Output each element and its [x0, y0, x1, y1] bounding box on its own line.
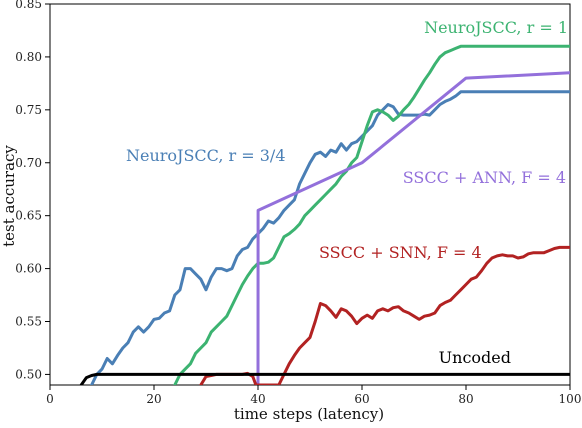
series-lines — [79, 44, 570, 385]
series-line-0 — [90, 90, 570, 385]
x-tick-label: 0 — [46, 392, 54, 406]
x-tick-label: 40 — [250, 392, 265, 406]
series-label-2: SSCC + ANN, F = 4 — [403, 168, 566, 187]
y-tick-label: 0.85 — [15, 0, 42, 11]
x-tick-label: 60 — [354, 392, 369, 406]
series-line-3 — [199, 245, 570, 385]
x-axis-label: time steps (latency) — [234, 405, 384, 423]
series-label-1: NeuroJSCC, r = 1 — [424, 18, 568, 37]
y-tick-label: 0.55 — [15, 315, 42, 329]
series-line-1 — [173, 44, 570, 385]
y-tick-label: 0.65 — [15, 209, 42, 223]
series-label-4: Uncoded — [439, 348, 511, 367]
x-tick-label: 20 — [146, 392, 161, 406]
plot-frame — [49, 3, 571, 386]
series-label-0: NeuroJSCC, r = 3/4 — [126, 146, 286, 165]
y-tick-label: 0.75 — [15, 103, 42, 117]
series-labels: NeuroJSCC, r = 3/4 NeuroJSCC, r = 1 SSCC +… — [126, 18, 568, 367]
x-tick-label: 100 — [559, 392, 582, 406]
series-line-2 — [256, 71, 570, 385]
x-tick-label: 80 — [458, 392, 473, 406]
y-axis-label: test accuracy — [0, 145, 18, 247]
y-tick-label: 0.60 — [15, 262, 42, 276]
series-line-4 — [79, 372, 570, 385]
axes: 0 20 40 60 80 100 0.50 0.55 0.60 0.65 0.70 0.75 0.80… — [15, 0, 581, 406]
y-tick-label: 0.70 — [15, 156, 42, 170]
y-tick-label: 0.80 — [15, 50, 42, 64]
series-label-3: SSCC + SNN, F = 4 — [319, 243, 482, 262]
y-tick-label: 0.50 — [15, 367, 42, 381]
